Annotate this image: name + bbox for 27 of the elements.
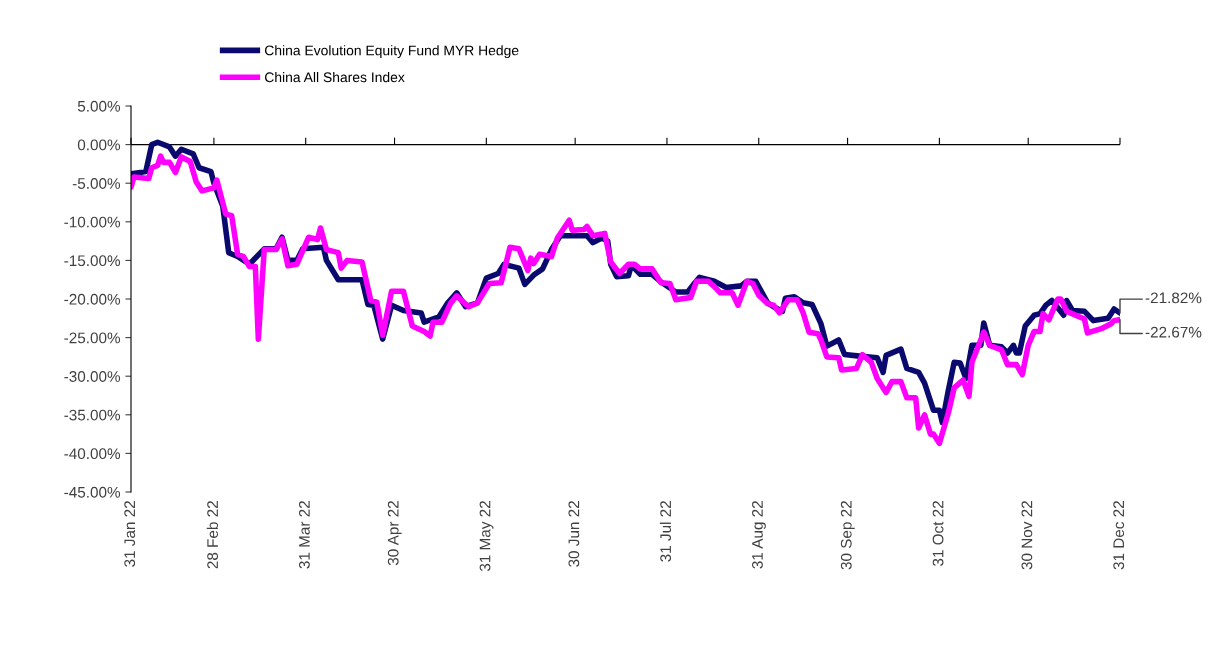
x-tick-label: 30 Nov 22 (1021, 501, 1033, 570)
y-tick-label: 5.00% (77, 100, 121, 112)
y-tick-label: -20.00% (64, 293, 121, 305)
x-tick-label: 30 Apr 22 (387, 501, 402, 566)
y-tick-label: -25.00% (64, 332, 121, 344)
annotation: -21.82% (1145, 292, 1202, 304)
x-tick-label: 30 Sep 22 (840, 501, 855, 570)
y-tick-label: -30.00% (64, 371, 121, 382)
y-tick-label: -40.00% (64, 448, 121, 460)
x-tick-label: 31 May 22 (479, 501, 494, 572)
x-tick-label: 31 Dec 22 (1113, 501, 1125, 570)
legend-label: China All Shares Index (264, 72, 405, 83)
x-tick-label: 31 Oct 22 (932, 501, 944, 566)
x-tick-label: 31 Mar 22 (298, 501, 310, 569)
x-tick-label: 30 Jun 22 (568, 501, 580, 567)
x-tick-label: 31 Aug 22 (752, 501, 766, 569)
x-tick-label: 31 Jul 22 (659, 501, 672, 562)
annotation: -22.67% (1145, 326, 1202, 338)
y-tick-label: -10.00% (64, 216, 121, 228)
y-tick-label: -15.00% (64, 255, 121, 267)
y-tick-label: -35.00% (64, 409, 121, 421)
y-tick-label: 0.00% (77, 139, 121, 151)
x-tick-label: 31 Jan 22 (124, 501, 136, 567)
y-tick-label: -45.00% (64, 486, 121, 498)
y-tick-label: -5.00% (72, 178, 121, 189)
x-tick-label: 28 Feb 22 (206, 501, 219, 569)
legend-label: China Evolution Equity Fund MYR Hedge (264, 45, 519, 59)
